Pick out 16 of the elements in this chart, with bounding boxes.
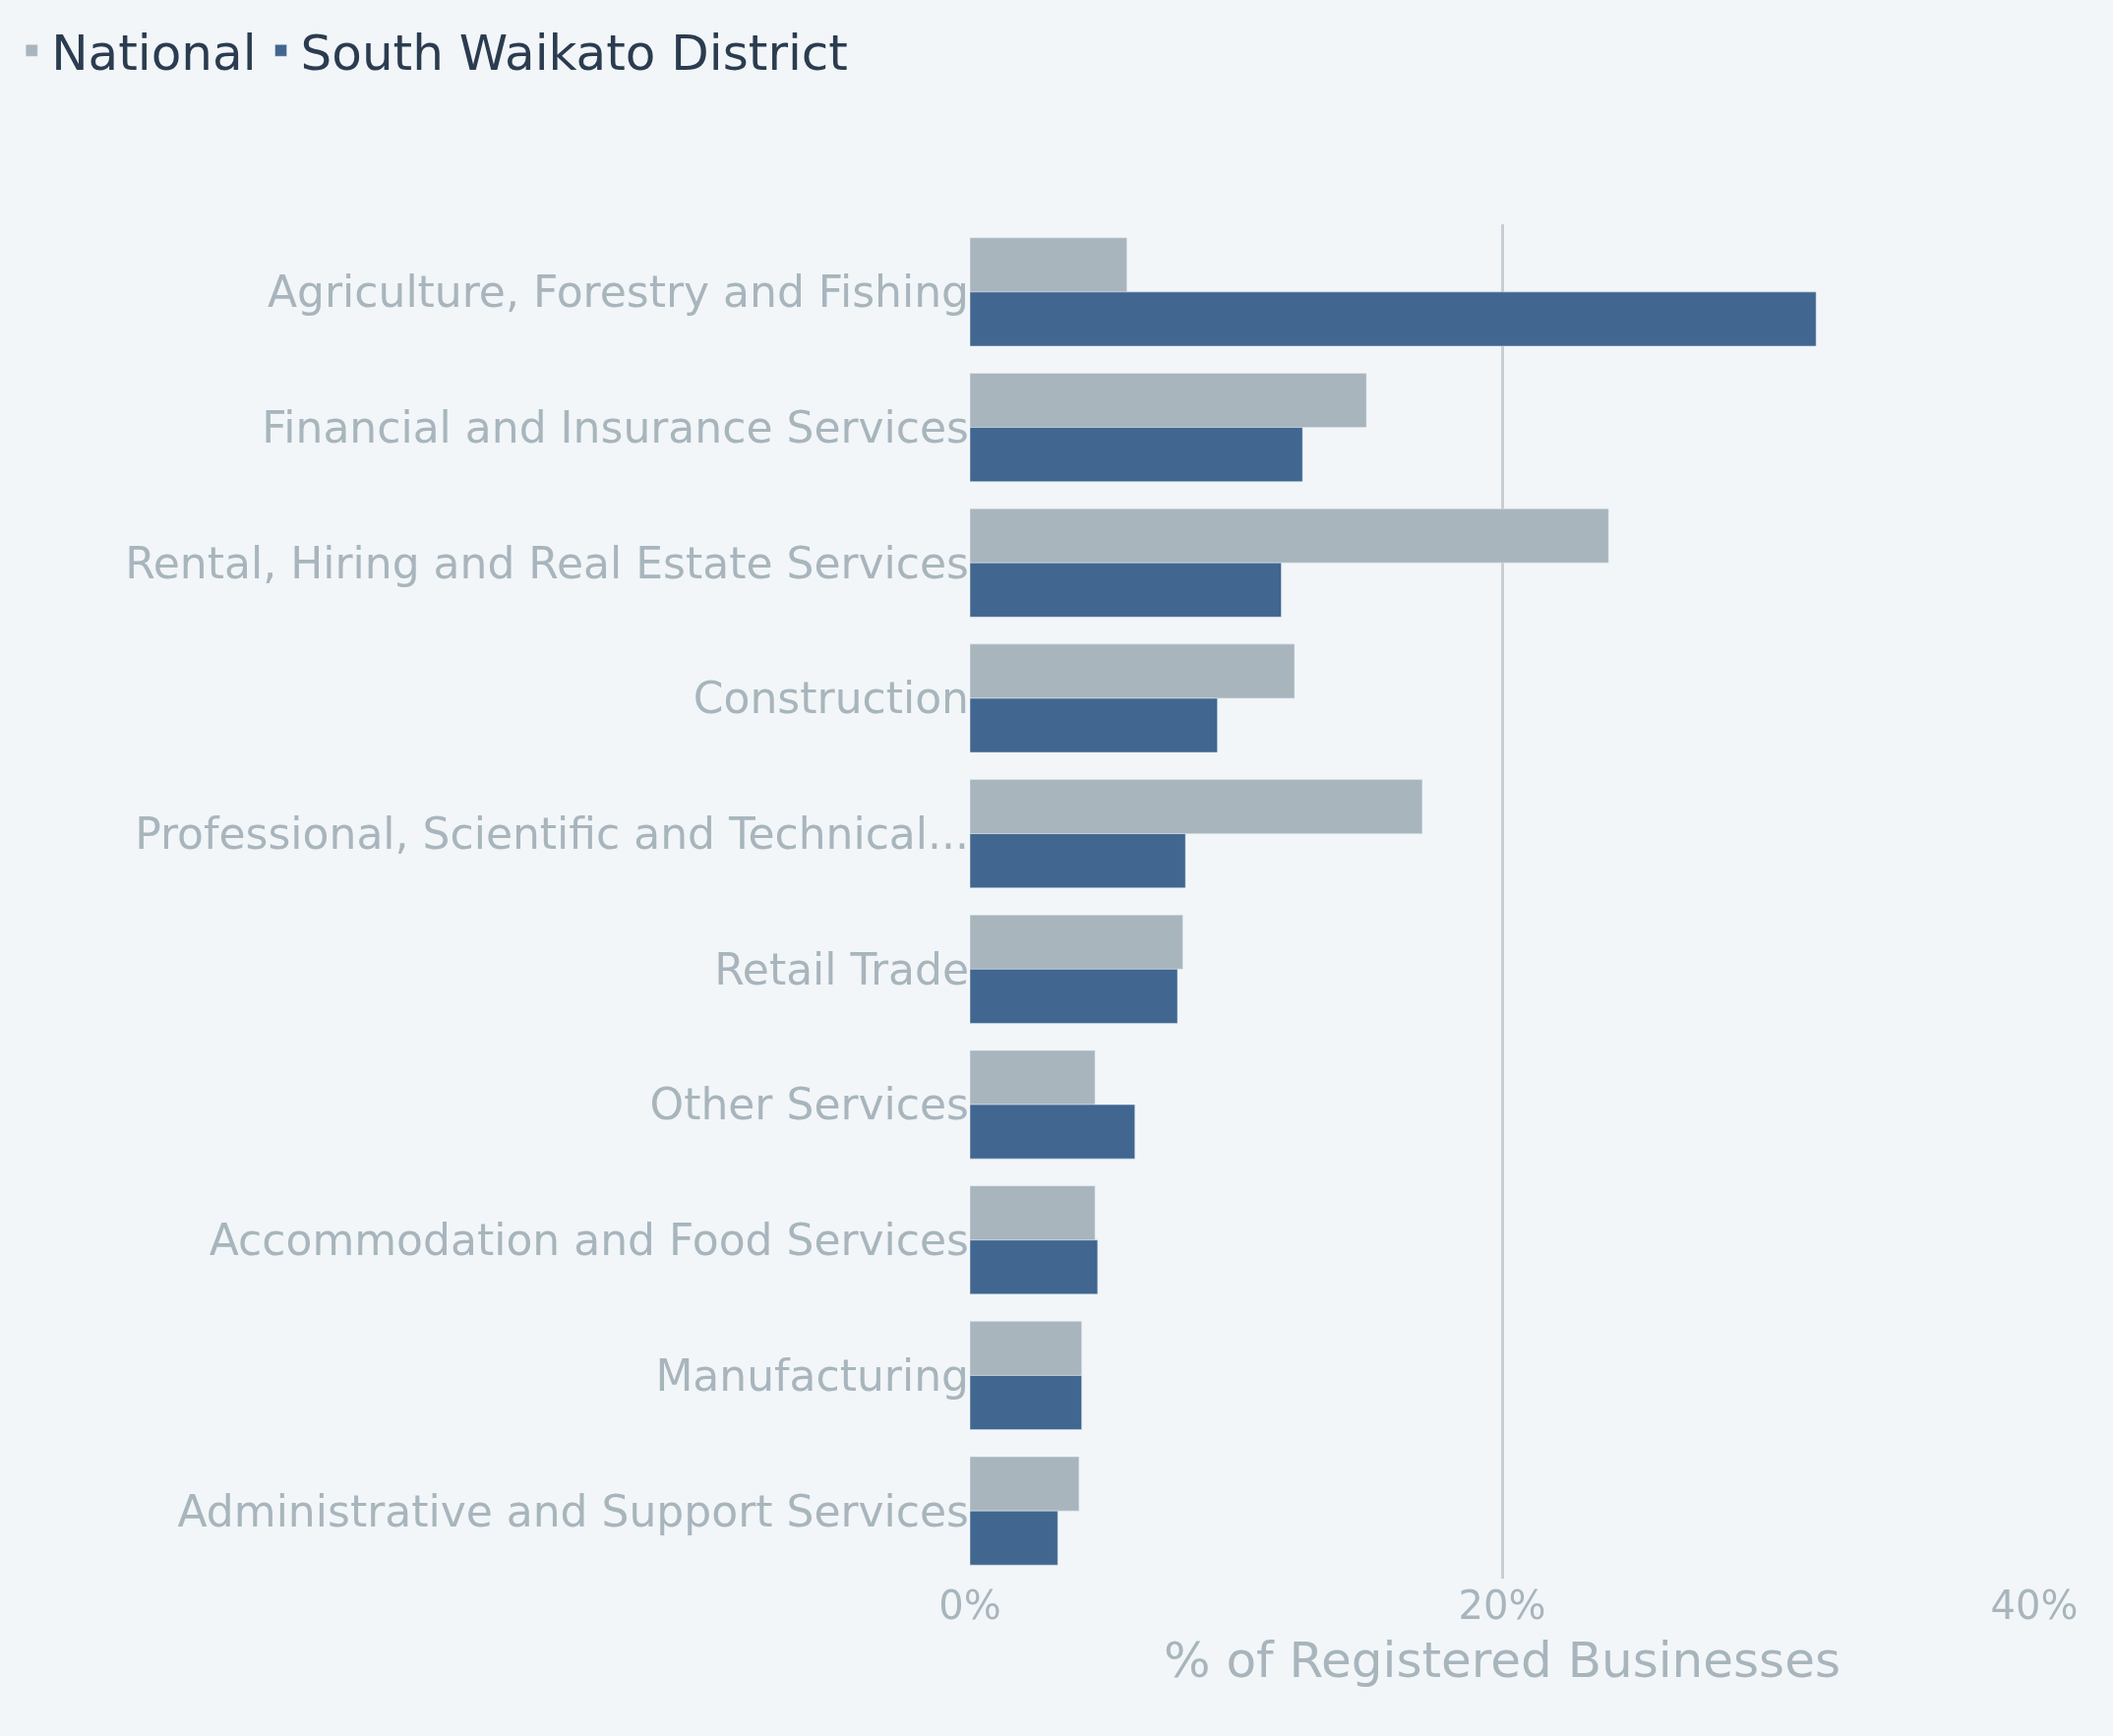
y-tick-label: Agriculture, Forestry and Fishing	[267, 267, 969, 318]
x-tick-label: 0%	[938, 1583, 1001, 1628]
y-tick-label: Professional, Scientific and Technical...	[135, 808, 969, 860]
y-tick-label: Administrative and Support Services	[177, 1485, 969, 1536]
y-tick-label: Financial and Insurance Services	[262, 401, 969, 452]
legend-label: South Waikato District	[300, 24, 848, 82]
y-tick-label: Manufacturing	[655, 1349, 969, 1401]
x-tick-label: 40%	[1990, 1583, 2079, 1628]
y-tick-label: Construction	[693, 673, 969, 724]
legend-label: National	[51, 24, 257, 82]
x-axis-title: % of Registered Businesses	[1164, 1631, 1841, 1689]
x-tick-label: 20%	[1458, 1583, 1546, 1628]
y-tick-label: Other Services	[649, 1079, 969, 1130]
y-tick-label: Accommodation and Food Services	[209, 1215, 969, 1266]
y-tick-label: Retail Trade	[714, 943, 969, 994]
y-tick-label: Rental, Hiring and Real Estate Services	[125, 537, 969, 588]
